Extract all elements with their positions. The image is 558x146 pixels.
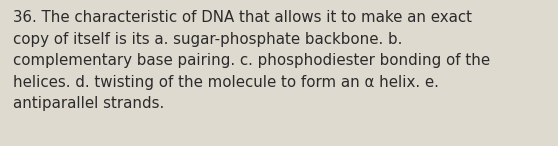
Text: 36. The characteristic of DNA that allows it to make an exact
copy of itself is : 36. The characteristic of DNA that allow…	[13, 10, 490, 111]
